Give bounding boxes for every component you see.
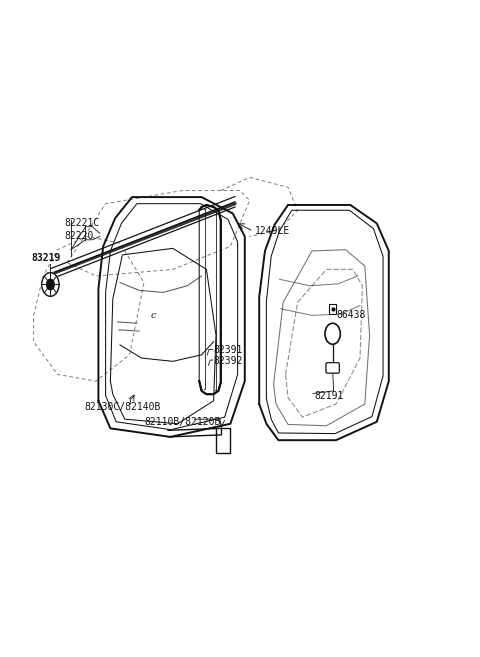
Text: 82110B/82120B: 82110B/82120B <box>144 417 220 428</box>
FancyBboxPatch shape <box>326 363 339 373</box>
Circle shape <box>42 273 59 296</box>
Polygon shape <box>199 205 221 394</box>
Text: 82391: 82391 <box>214 344 243 355</box>
Text: 82220: 82220 <box>65 231 94 241</box>
Circle shape <box>47 279 54 290</box>
Text: 82392: 82392 <box>214 356 243 367</box>
Text: 82221C: 82221C <box>65 218 100 229</box>
Text: 83219: 83219 <box>31 252 60 263</box>
Text: 82130C/82140B: 82130C/82140B <box>84 402 160 413</box>
Bar <box>329 304 336 314</box>
Text: c: c <box>151 311 156 320</box>
Text: 86438: 86438 <box>336 310 365 321</box>
Text: 82191: 82191 <box>314 390 344 401</box>
Text: 1249LE: 1249LE <box>254 226 289 237</box>
